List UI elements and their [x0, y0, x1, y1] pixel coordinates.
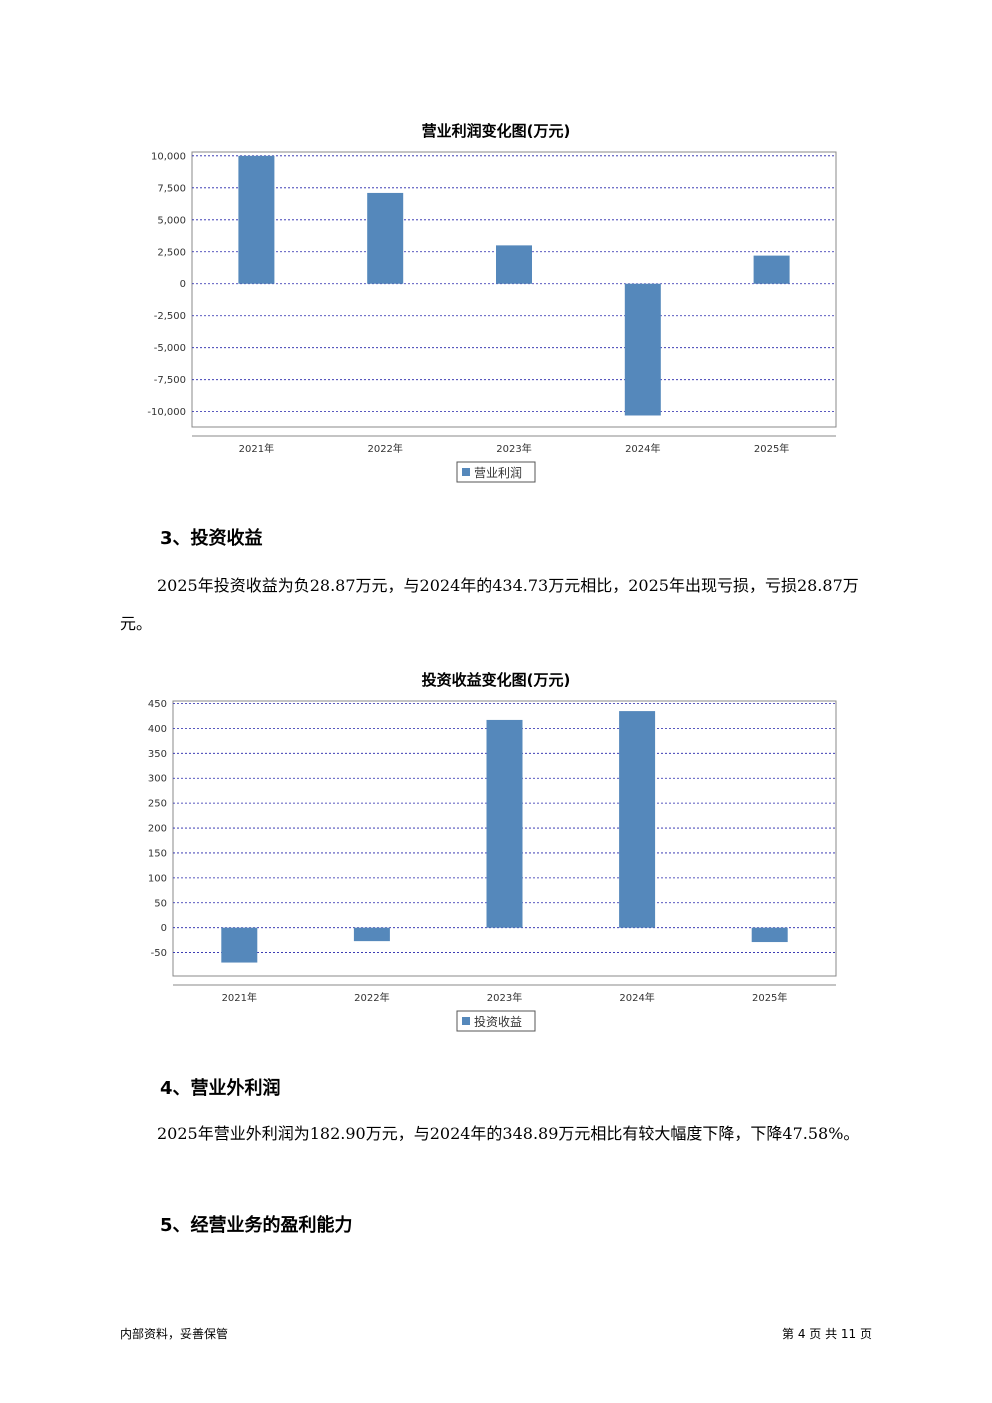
y-tick-label: -5,000: [154, 343, 186, 354]
x-tick-label: 2021年: [222, 991, 257, 1004]
bar-2023年: [486, 719, 523, 928]
footer-confidential: 内部资料，妥善保管: [120, 1327, 229, 1341]
paragraph: 2025年营业外利润为182.90万元，与2024年的348.89万元相比有较大…: [157, 1124, 860, 1143]
y-tick-label: 400: [148, 724, 167, 735]
x-tick-label: 2024年: [625, 442, 660, 455]
x-tick-label: 2024年: [619, 991, 654, 1004]
x-tick-label: 2025年: [752, 991, 787, 1004]
y-tick-label: -50: [151, 948, 167, 959]
footer-page-number: 第 4 页 共 11 页: [782, 1327, 872, 1341]
bar-2025年: [751, 927, 788, 943]
legend-box: [456, 461, 536, 483]
investment-income-chart: 450 400 350 300 250 200 150 100 50 0 -50 2021年 2022年…: [148, 699, 837, 1032]
x-tick-label: 2025年: [754, 442, 789, 455]
y-tick-label: -7,500: [154, 375, 186, 386]
y-tick-label: 50: [154, 898, 167, 909]
y-tick-label: 150: [148, 848, 167, 859]
bar-2021年: [221, 927, 258, 963]
y-tick-label: 5,000: [157, 215, 186, 226]
bar-2024年: [624, 283, 661, 416]
y-tick-label: 0: [161, 923, 167, 934]
section-heading: 4、营业外利润: [160, 1078, 281, 1099]
paragraph: 2025年投资收益为负28.87万元，与2024年的434.73万元相比，202…: [120, 576, 859, 633]
y-tick-label: 200: [148, 824, 167, 835]
section-heading: 3、投资收益: [160, 528, 263, 549]
y-tick-label: 450: [148, 699, 167, 710]
y-tick-label: 250: [148, 799, 167, 810]
x-tick-label: 2023年: [487, 991, 522, 1004]
x-tick-label: 2021年: [239, 442, 274, 455]
bar-2021年: [238, 155, 275, 284]
x-tick-label: 2022年: [367, 442, 402, 455]
y-tick-label: 100: [148, 873, 167, 884]
x-tick-label: 2023年: [496, 442, 531, 455]
y-tick-label: 10,000: [151, 151, 186, 162]
bar-2025年: [753, 255, 790, 284]
legend-swatch: [462, 468, 470, 476]
legend-swatch: [462, 1017, 470, 1025]
bar-2024年: [619, 711, 656, 928]
bar-2022年: [353, 927, 390, 942]
y-tick-label: 350: [148, 749, 167, 760]
y-tick-label: 0: [180, 279, 186, 290]
plot-area: [191, 151, 837, 428]
section-heading: 5、经营业务的盈利能力: [160, 1215, 353, 1236]
legend-label: 投资收益: [474, 1014, 522, 1029]
bar-2023年: [496, 245, 532, 284]
chart-title: 投资收益变化图(万元): [421, 671, 571, 689]
bar-2022年: [367, 192, 404, 284]
y-tick-label: 300: [148, 774, 167, 785]
operating-profit-chart: 10,000 7,500 5,000 2,500 0 -2,500 -5,000 -7,500…: [147, 151, 837, 483]
legend-label: 营业利润: [474, 466, 522, 480]
chart-title: 营业利润变化图(万元): [421, 122, 571, 140]
y-tick-label: 7,500: [157, 183, 186, 194]
x-tick-label: 2022年: [354, 991, 389, 1004]
legend-box: [456, 1010, 536, 1032]
y-tick-label: -2,500: [154, 311, 186, 322]
y-tick-label: 2,500: [157, 247, 186, 258]
y-tick-label: -10,000: [147, 407, 186, 418]
